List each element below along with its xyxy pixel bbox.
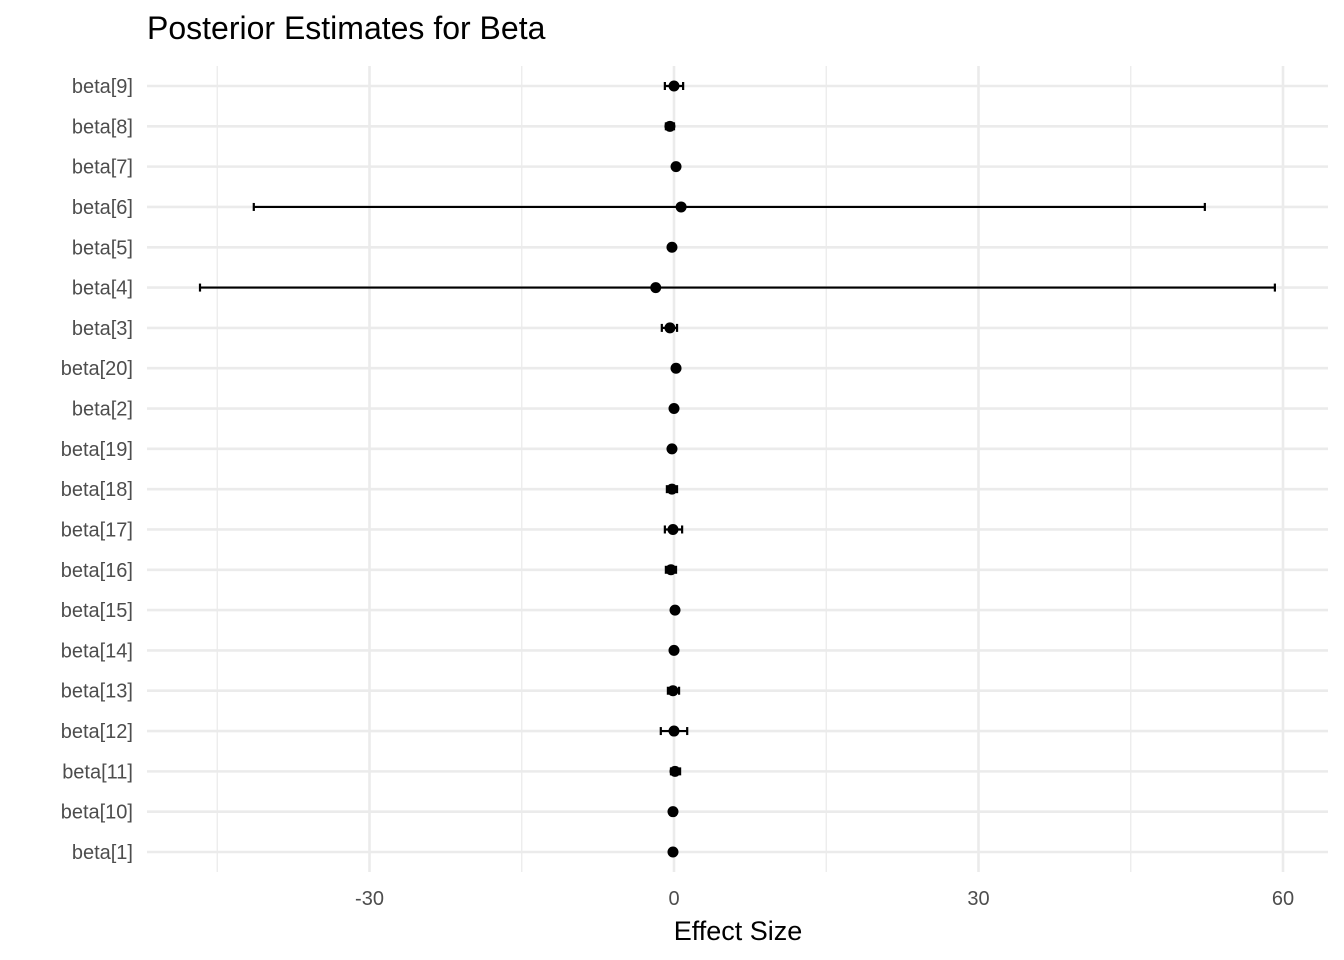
x-tick-label: -30 [355, 888, 384, 910]
y-tick-label: beta[9] [72, 76, 133, 98]
estimate-point [666, 241, 678, 253]
y-tick-label: beta[3] [72, 318, 133, 340]
estimate-point [667, 846, 679, 858]
estimate-point [665, 564, 677, 576]
estimate-point [668, 644, 680, 656]
grid-lines [147, 66, 1328, 872]
estimate-point [670, 362, 682, 374]
y-tick-label: beta[7] [72, 157, 133, 179]
y-tick-label: beta[13] [61, 681, 133, 703]
y-tick-label: beta[12] [61, 721, 133, 743]
y-tick-label: beta[17] [61, 519, 133, 541]
errorbar-beta4 [198, 283, 1276, 292]
estimate-point [668, 403, 680, 415]
x-tick-label: 30 [967, 888, 989, 910]
estimate-point [650, 282, 662, 294]
y-tick-label: beta[5] [72, 237, 133, 259]
estimate-point [668, 725, 680, 737]
estimate-point [668, 80, 680, 92]
estimate-point [664, 120, 676, 132]
y-tick-label: beta[8] [72, 116, 133, 138]
estimate-point [664, 322, 676, 334]
y-tick-label: beta[6] [72, 197, 133, 219]
axis-labels: -30 0 30 60 beta[1] beta[10] beta[11] beta[12] b… [61, 76, 1294, 910]
errorbar-beta6 [252, 202, 1206, 211]
estimate-point [667, 806, 679, 818]
y-tick-label: beta[11] [62, 761, 133, 783]
y-tick-label: beta[14] [61, 640, 133, 662]
estimate-point [669, 765, 681, 777]
y-tick-label: beta[4] [72, 278, 133, 300]
y-tick-label: beta[15] [61, 600, 133, 622]
y-tick-label: beta[20] [61, 358, 133, 380]
estimate-point [666, 443, 678, 455]
estimate-point [670, 161, 682, 173]
y-tick-label: beta[16] [61, 560, 133, 582]
chart-title: Posterior Estimates for Beta [147, 10, 546, 46]
estimate-point [669, 604, 681, 616]
x-tick-label: 0 [668, 888, 679, 910]
estimate-point [667, 685, 679, 697]
estimate-point [675, 201, 687, 213]
y-tick-label: beta[10] [61, 802, 133, 824]
y-tick-label: beta[18] [61, 479, 133, 501]
estimate-point [666, 483, 678, 495]
y-tick-label: beta[19] [61, 439, 133, 461]
x-axis-title: Effect Size [674, 916, 803, 946]
estimate-point [667, 523, 679, 535]
y-tick-label: beta[1] [72, 842, 133, 864]
plot-marks [198, 80, 1276, 858]
x-tick-label: 60 [1272, 888, 1294, 910]
y-tick-label: beta[2] [72, 399, 133, 421]
